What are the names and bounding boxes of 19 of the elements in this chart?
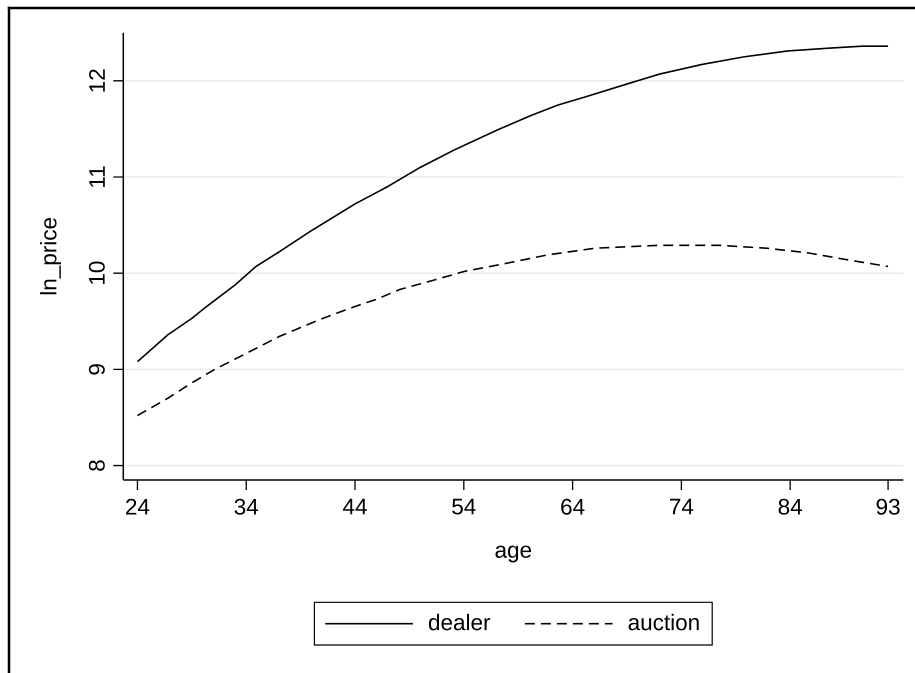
x-tick-label: 64 — [561, 498, 584, 515]
x-tick-label: 74 — [670, 498, 694, 514]
x-tick-label: 24 — [126, 498, 150, 515]
legend-label: auction — [628, 614, 699, 630]
x-tick-label: 44 — [343, 498, 367, 514]
y-tick-label: 10 — [88, 262, 105, 284]
y-tick-label: 12 — [89, 69, 105, 92]
legend-label: dealer — [428, 614, 490, 630]
y-tick-label: 9 — [88, 364, 105, 375]
x-tick-label: 34 — [234, 498, 258, 515]
x-tick-label: 84 — [778, 498, 802, 515]
line-series — [136, 45, 889, 362]
x-tick-label: 54 — [452, 498, 476, 514]
x-tick-label: 93 — [876, 498, 900, 515]
x-axis-title: age — [495, 546, 532, 562]
y-axis-title: ln_price — [40, 218, 62, 294]
line-series — [136, 244, 889, 416]
y-tick-label: 8 — [88, 460, 105, 471]
y-tick-label: 11 — [89, 166, 105, 187]
